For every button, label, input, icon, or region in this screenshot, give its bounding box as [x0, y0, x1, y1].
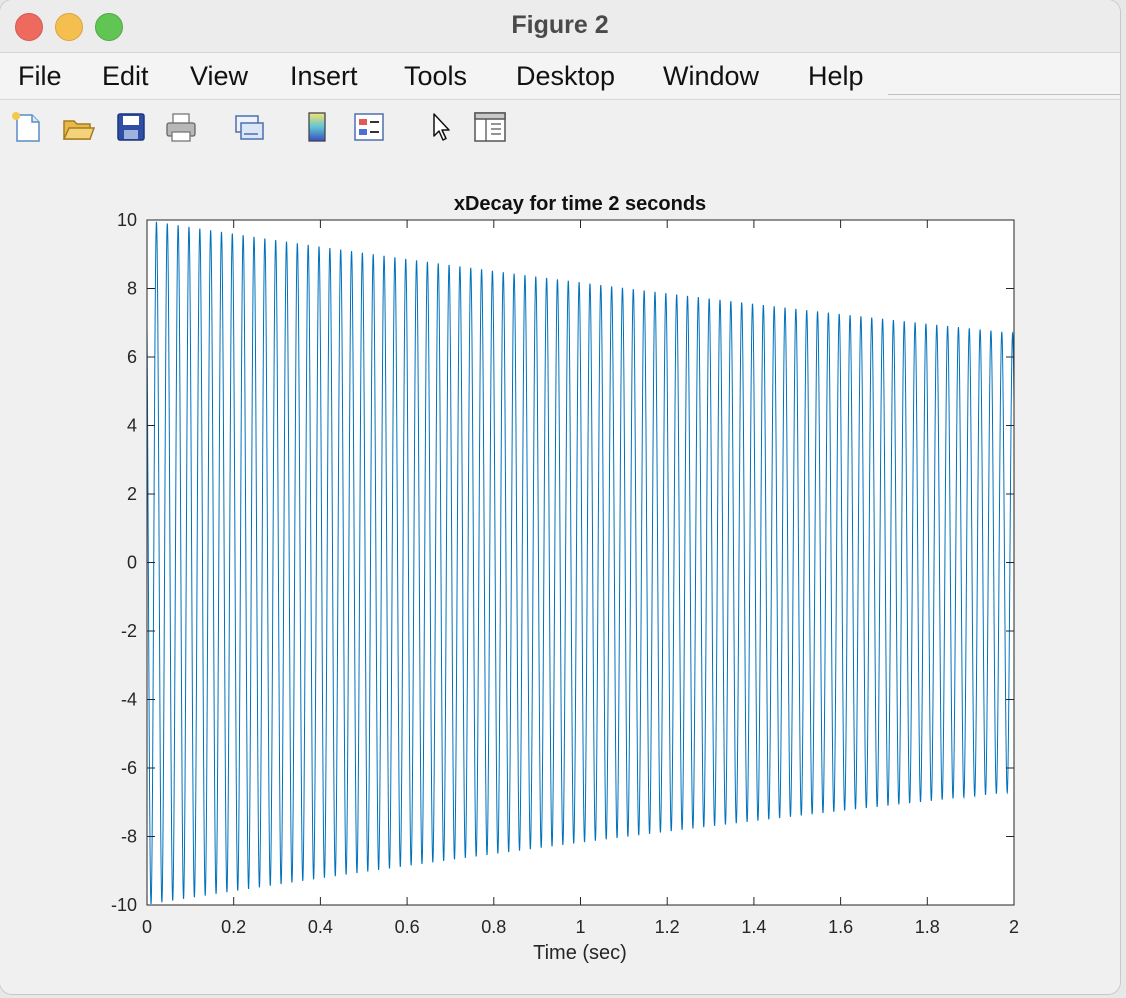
- print-icon[interactable]: [164, 110, 198, 144]
- y-tick-label: -10: [111, 895, 137, 915]
- figure-toolbar: [0, 99, 1120, 154]
- xdecay-series-line[interactable]: [146, 221, 1015, 905]
- menu-desktop[interactable]: Desktop: [516, 61, 616, 91]
- new-figure-icon[interactable]: [10, 110, 44, 144]
- x-tick-label: 0.8: [481, 917, 506, 937]
- y-tick-label: 2: [127, 484, 137, 504]
- menu-view[interactable]: View: [190, 61, 249, 91]
- x-tick-label: 1.8: [915, 917, 940, 937]
- y-tick-label: -6: [121, 758, 137, 778]
- window-title: Figure 2: [511, 11, 609, 39]
- menu-window[interactable]: Window: [663, 61, 760, 91]
- x-tick-label: 1: [575, 917, 585, 937]
- x-tick-label: 0: [142, 917, 152, 937]
- y-tick-label: -4: [121, 690, 137, 710]
- menu-edit[interactable]: Edit: [102, 61, 149, 91]
- x-tick-labels: 0 0.2 0.4 0.6 0.8 1 1.2 1.4 1.6 1.8 2: [142, 917, 1019, 937]
- property-inspector-icon[interactable]: [472, 110, 506, 144]
- y-tick-label: 0: [127, 553, 137, 573]
- x-tick-label: 1.2: [655, 917, 680, 937]
- colorbar-icon[interactable]: [300, 110, 334, 144]
- tick-marks-group: [146, 219, 1015, 906]
- plot-svg: 0 0.2 0.4 0.6 0.8 1 1.2 1.4 1.6 1.8 2 10 8 6 4 2 0 -2 -4 -…: [111, 193, 1019, 964]
- x-axis-label: Time (sec): [533, 942, 627, 964]
- y-tick-label: 6: [127, 347, 137, 367]
- legend-icon[interactable]: [352, 110, 386, 144]
- menu-bar: File Edit View Insert Tools Desktop Wind…: [0, 53, 1120, 139]
- x-tick-label: 0.4: [308, 917, 333, 937]
- y-tick-label: -2: [121, 621, 137, 641]
- plot-lines-group: [146, 221, 1015, 905]
- menu-file[interactable]: File: [18, 61, 62, 91]
- save-icon[interactable]: [114, 110, 148, 144]
- y-tick-label: 8: [127, 279, 137, 299]
- link-plot-icon[interactable]: [232, 110, 266, 144]
- maximize-window-button[interactable]: [95, 13, 123, 41]
- open-file-icon[interactable]: [61, 110, 95, 144]
- title-bar[interactable]: Figure 2: [0, 0, 1120, 53]
- x-tick-label: 2: [1009, 917, 1019, 937]
- menu-help[interactable]: Help: [808, 61, 864, 91]
- minimize-window-button[interactable]: [55, 13, 83, 41]
- x-tick-label: 0.2: [221, 917, 246, 937]
- x-tick-label: 0.6: [395, 917, 420, 937]
- y-tick-label: -8: [121, 827, 137, 847]
- close-window-button[interactable]: [15, 13, 43, 41]
- chart-title: xDecay for time 2 seconds: [454, 193, 706, 215]
- figure-canvas: 0 0.2 0.4 0.6 0.8 1 1.2 1.4 1.6 1.8 2 10 8 6 4 2 0 -2 -4 -…: [0, 153, 1120, 994]
- menu-tools[interactable]: Tools: [404, 61, 468, 91]
- y-tick-labels: 10 8 6 4 2 0 -2 -4 -6 -8 -10: [111, 210, 137, 915]
- y-tick-label: 4: [127, 416, 137, 436]
- y-tick-label: 10: [117, 210, 137, 230]
- x-tick-label: 1.4: [741, 917, 766, 937]
- menu-insert[interactable]: Insert: [290, 61, 358, 91]
- pointer-icon[interactable]: [426, 110, 460, 144]
- x-tick-label: 1.6: [828, 917, 853, 937]
- menu-divider: [888, 94, 1120, 95]
